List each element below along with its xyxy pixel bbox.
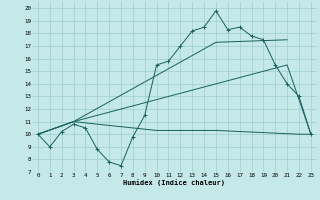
- X-axis label: Humidex (Indice chaleur): Humidex (Indice chaleur): [124, 179, 225, 186]
